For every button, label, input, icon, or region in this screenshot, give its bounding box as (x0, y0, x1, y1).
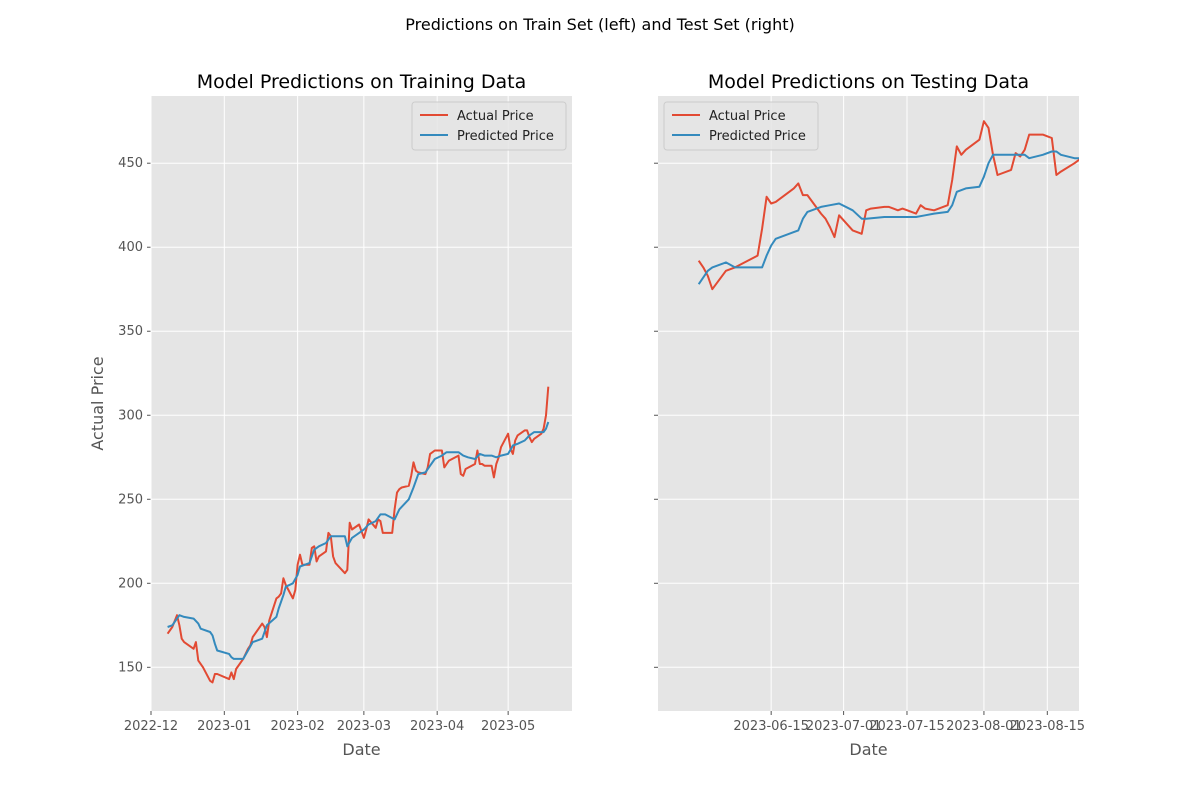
train-chart-panel: 150 200 250 300 350 400 450 2022-12 2023-01 2023-… (88, 71, 572, 759)
y-tick-label: 300 (118, 408, 143, 423)
y-tick-label: 150 (118, 660, 143, 675)
y-tick-label: 350 (118, 324, 143, 339)
series-line-actual-price (166, 386, 550, 684)
x-tick-label: 2023-07-15 (869, 719, 945, 734)
series-group (166, 386, 550, 684)
figure-suptitle: Predictions on Train Set (left) and Test… (405, 15, 794, 34)
y-axis-label: Actual Price (88, 356, 107, 450)
y-tick-label: 200 (118, 576, 143, 591)
x-axis-label: Date (342, 740, 380, 759)
plot-area-background (658, 96, 1079, 711)
x-axis-label: Date (849, 740, 887, 759)
x-tick-label: 2023-03 (337, 719, 391, 734)
legend: Actual Price Predicted Price (411, 101, 567, 151)
x-tick-label: 2023-06-15 (733, 719, 809, 734)
series-line-actual-price (697, 120, 1079, 291)
y-tick-label: 400 (118, 240, 143, 255)
x-tick-label: 2023-05 (481, 719, 535, 734)
plot-area-background (151, 96, 572, 711)
legend-label: Actual Price (457, 109, 534, 124)
chart-title: Model Predictions on Testing Data (708, 71, 1029, 93)
x-tick-label: 2023-07-01 (806, 719, 882, 734)
y-tick-label: 450 (118, 156, 143, 171)
legend-box (663, 101, 819, 151)
series-line-predicted-price (697, 150, 1079, 285)
series-group (697, 120, 1079, 291)
x-tick-label: 2023-02 (270, 719, 324, 734)
series-line-predicted-price (167, 421, 550, 660)
x-tick-label: 2023-08-15 (1010, 719, 1086, 734)
legend-label: Actual Price (709, 109, 786, 124)
y-tick-label: 250 (118, 492, 143, 507)
legend-box (411, 101, 567, 151)
legend-label: Predicted Price (457, 129, 554, 144)
legend: Actual Price Predicted Price (663, 101, 819, 151)
x-tick-label: 2023-04 (410, 719, 464, 734)
x-tick-label: 2023-08-01 (946, 719, 1022, 734)
chart-title: Model Predictions on Training Data (197, 71, 527, 93)
legend-label: Predicted Price (709, 129, 806, 144)
x-tick-label: 2023-01 (197, 719, 251, 734)
x-tick-label: 2022-12 (124, 719, 178, 734)
